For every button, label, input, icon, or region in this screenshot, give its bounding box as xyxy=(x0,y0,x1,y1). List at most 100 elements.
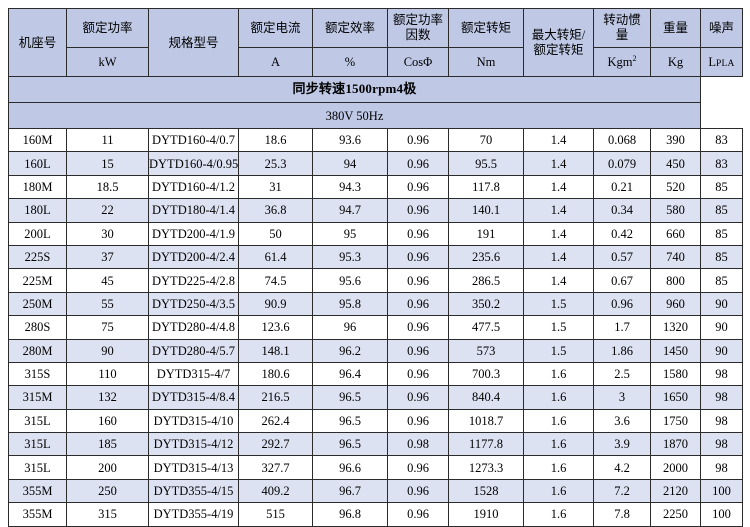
table-row: 200L 30 DYTD200-4/1.9 50 95 0.96 191 1.4 0.42 660… xyxy=(8,221,743,246)
cell-rated-current: 216.5 xyxy=(238,385,313,410)
cell-model: DYTD315-4/10 xyxy=(148,408,239,434)
cell-weight: 1650 xyxy=(650,385,701,410)
header-power-factor: 额定功率 因数 xyxy=(387,8,449,48)
table-row: 180M 18.5 DYTD160-4/1.2 31 94.3 0.96 117.8 1.4 0… xyxy=(8,174,743,200)
header-inertia-line2: 量 xyxy=(615,28,629,42)
cell-torque-ratio: 1.6 xyxy=(523,385,594,410)
cell-power-factor: 0.96 xyxy=(387,338,449,363)
cell-torque-ratio: 1.4 xyxy=(523,244,594,270)
cell-frame-size: 225M xyxy=(8,268,67,293)
cell-power-factor: 0.96 xyxy=(387,221,449,246)
cell-model: DYTD355-4/19 xyxy=(148,502,239,527)
header-power-factor-line2: 因数 xyxy=(405,28,431,42)
cell-rated-power: 250 xyxy=(66,478,149,504)
cell-torque-ratio: 1.4 xyxy=(523,151,594,176)
table-row: 180L 22 DYTD180-4/1.4 36.8 94.7 0.96 140.1 1.4 0… xyxy=(8,198,743,223)
cell-inertia: 0.21 xyxy=(593,174,651,200)
cell-torque-ratio: 1.5 xyxy=(523,315,594,340)
table-row: 160L 15 DYTD160-4/0.95 25.3 94 0.96 95.5 1.4 0.0… xyxy=(8,151,743,176)
cell-rated-power: 45 xyxy=(66,268,149,293)
cell-frame-size: 280S xyxy=(8,315,67,340)
cell-rated-current: 327.7 xyxy=(238,455,313,480)
cell-power-factor: 0.96 xyxy=(387,268,449,293)
cell-power-factor: 0.96 xyxy=(387,478,449,504)
cell-torque-ratio: 1.6 xyxy=(523,432,594,457)
cell-model: DYTD160-4/0.95 xyxy=(148,151,239,176)
cell-rated-efficiency: 95.6 xyxy=(312,268,388,293)
cell-rated-torque: 1177.8 xyxy=(448,432,524,457)
header-power-factor-line1: 额定功率 xyxy=(392,13,443,28)
table-body: 160M 11 DYTD160-4/0.7 18.6 93.6 0.96 70 1.4 0.06… xyxy=(8,127,743,527)
cell-rated-efficiency: 93.6 xyxy=(312,127,388,153)
cell-rated-power: 132 xyxy=(66,385,149,410)
cell-frame-size: 355M xyxy=(8,502,67,527)
header-rated-power: 额定功率 xyxy=(66,8,149,48)
header-rated-current: 额定电流 xyxy=(238,8,313,48)
cell-torque-ratio: 1.6 xyxy=(523,408,594,434)
table-row: 280M 90 DYTD280-4/5.7 148.1 96.2 0.96 573 1.5 1.… xyxy=(8,338,743,363)
header-inertia-line1: 转动惯 xyxy=(603,13,641,28)
cell-frame-size: 315L xyxy=(8,455,67,480)
cell-noise: 98 xyxy=(700,455,743,480)
cell-power-factor: 0.98 xyxy=(387,432,449,457)
cell-inertia: 0.96 xyxy=(593,291,651,317)
cell-power-factor: 0.96 xyxy=(387,174,449,200)
cell-weight: 390 xyxy=(650,127,701,153)
header-rated-efficiency: 额定效率 xyxy=(312,8,388,48)
table-row: 315L 160 DYTD315-4/10 262.4 96.5 0.96 1018.7 1.… xyxy=(8,408,743,434)
cell-rated-power: 200 xyxy=(66,455,149,480)
cell-inertia: 7.2 xyxy=(593,478,651,504)
cell-weight: 800 xyxy=(650,268,701,293)
cell-rated-torque: 573 xyxy=(448,338,524,363)
cell-rated-torque: 1018.7 xyxy=(448,408,524,434)
cell-noise: 98 xyxy=(700,432,743,457)
cell-rated-efficiency: 94.3 xyxy=(312,174,388,200)
cell-rated-efficiency: 96.4 xyxy=(312,361,388,387)
cell-rated-efficiency: 96.6 xyxy=(312,455,388,480)
cell-rated-torque: 235.6 xyxy=(448,244,524,270)
cell-rated-power: 18.5 xyxy=(66,174,149,200)
header-row-speed-band: 同步转速1500rpm4极 xyxy=(8,76,743,103)
cell-rated-power: 110 xyxy=(66,361,149,387)
cell-noise: 83 xyxy=(700,151,743,176)
unit-rated-torque: Nm xyxy=(448,47,524,77)
header-torque-ratio-line1: 最大转矩/ xyxy=(531,27,586,42)
cell-model: DYTD315-4/12 xyxy=(148,432,239,457)
header-torque-ratio: 最大转矩/ 额定转矩 xyxy=(523,8,594,77)
cell-noise: 98 xyxy=(700,361,743,387)
cell-frame-size: 180M xyxy=(8,174,67,200)
cell-rated-current: 148.1 xyxy=(238,338,313,363)
cell-torque-ratio: 1.4 xyxy=(523,174,594,200)
cell-rated-current: 18.6 xyxy=(238,127,313,153)
header-torque-ratio-line2: 额定转矩 xyxy=(533,42,584,57)
cell-noise: 100 xyxy=(700,502,743,527)
cell-weight: 2120 xyxy=(650,478,701,504)
cell-power-factor: 0.96 xyxy=(387,291,449,317)
cell-rated-efficiency: 96 xyxy=(312,315,388,340)
cell-frame-size: 200L xyxy=(8,221,67,246)
cell-power-factor: 0.96 xyxy=(387,244,449,270)
cell-rated-torque: 70 xyxy=(448,127,524,153)
cell-torque-ratio: 1.4 xyxy=(523,221,594,246)
band-supply-voltage: 380V 50Hz xyxy=(8,102,701,129)
cell-rated-current: 180.6 xyxy=(238,361,313,387)
cell-inertia: 3.6 xyxy=(593,408,651,434)
cell-noise: 85 xyxy=(700,198,743,223)
cell-model: DYTD315-4/8.4 xyxy=(148,385,239,410)
cell-weight: 2250 xyxy=(650,502,701,527)
cell-power-factor: 0.96 xyxy=(387,361,449,387)
table-row: 225S 37 DYTD200-4/2.4 61.4 95.3 0.96 235.6 1.4 0… xyxy=(8,244,743,270)
cell-torque-ratio: 1.5 xyxy=(523,338,594,363)
cell-torque-ratio: 1.4 xyxy=(523,198,594,223)
cell-rated-torque: 350.2 xyxy=(448,291,524,317)
cell-torque-ratio: 1.6 xyxy=(523,361,594,387)
cell-rated-current: 409.2 xyxy=(238,478,313,504)
cell-rated-torque: 1910 xyxy=(448,502,524,527)
cell-noise: 98 xyxy=(700,385,743,410)
cell-rated-power: 37 xyxy=(66,244,149,270)
cell-model: DYTD280-4/5.7 xyxy=(148,338,239,363)
table-row: 280S 75 DYTD280-4/4.8 123.6 96 0.96 477.5 1.5 1.… xyxy=(8,315,743,340)
cell-torque-ratio: 1.5 xyxy=(523,291,594,317)
cell-inertia: 0.57 xyxy=(593,244,651,270)
unit-inertia-exponent: 2 xyxy=(632,53,637,63)
